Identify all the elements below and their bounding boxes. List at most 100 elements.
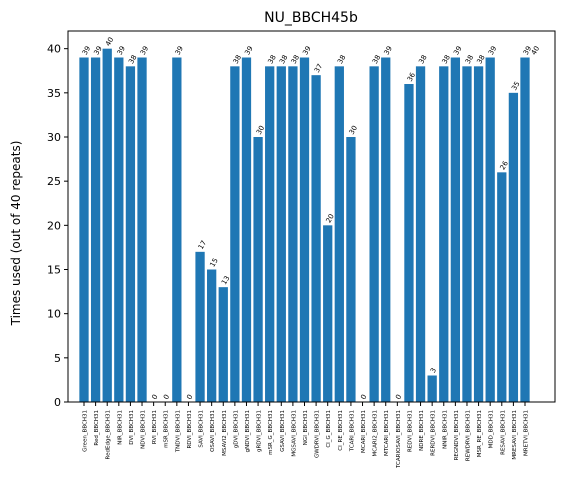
bar xyxy=(497,172,507,402)
data-label: 39 xyxy=(383,45,394,57)
data-label: 0 xyxy=(359,393,368,401)
x-tick-label: CI_G_BBCH31 xyxy=(326,410,332,448)
x-tick-label: MRESAVI_BBCH31 xyxy=(512,410,518,460)
x-tick-label: RESAVI_BBCH31 xyxy=(500,410,506,455)
bar xyxy=(276,66,286,402)
y-tick-label: 25 xyxy=(47,175,61,188)
x-tick-label: RedEdge_BBCH31 xyxy=(106,410,112,459)
data-label: 20 xyxy=(325,213,336,225)
bar xyxy=(323,225,333,402)
bar xyxy=(265,66,275,402)
x-tick-label: TNDVI_BBCH31 xyxy=(175,410,181,453)
data-label: 39 xyxy=(139,45,150,57)
y-tick-label: 30 xyxy=(47,131,61,144)
x-tick-label: NDRE_BBCH31 xyxy=(419,410,425,451)
extra-annotation-label: 40 xyxy=(530,45,541,57)
bar xyxy=(508,92,519,402)
x-tick-label: Green_BBCH31 xyxy=(83,410,89,452)
x-tick-label: REDVI_BBCH31 xyxy=(407,410,413,452)
x-tick-label: Red_BBCH31 xyxy=(94,410,100,446)
y-axis: 0 5 10 15 20 25 30 35 40 xyxy=(47,43,68,409)
data-label: 38 xyxy=(290,54,301,66)
x-tick-label: TCARIOSAVI_BBCH31 xyxy=(396,410,402,469)
data-label: 30 xyxy=(348,124,359,136)
x-tick-label: mSR_BBCH31 xyxy=(164,410,170,448)
x-tick-label: GSAVI_BBCH31 xyxy=(280,410,286,452)
x-tick-label: MDD_BBCH31 xyxy=(489,410,495,448)
x-tick-label: NGI_BBCH31 xyxy=(303,410,309,445)
data-label: 39 xyxy=(92,45,103,57)
y-tick-label: 10 xyxy=(47,308,61,321)
y-tick-label: 20 xyxy=(47,219,61,232)
bar xyxy=(253,137,263,402)
data-label: 0 xyxy=(162,393,171,401)
bar xyxy=(172,57,182,402)
data-label: 39 xyxy=(174,45,185,57)
y-tick-label: 15 xyxy=(47,264,61,277)
data-label: 26 xyxy=(499,159,511,171)
y-axis-label: Times used (out of 40 repeats) xyxy=(9,141,23,327)
bar xyxy=(230,66,240,402)
bar xyxy=(241,57,252,402)
x-tick-label: MSAVI2_BBCH31 xyxy=(222,410,228,456)
data-label: 38 xyxy=(464,54,475,66)
bar xyxy=(520,57,530,402)
data-label: 0 xyxy=(185,393,194,401)
data-label: 39 xyxy=(487,45,498,57)
data-label: 3 xyxy=(429,367,438,375)
bar xyxy=(404,84,414,402)
x-tick-label: MRETVI_BBCH31 xyxy=(524,410,530,456)
bar xyxy=(334,66,344,402)
bar xyxy=(450,57,461,402)
bar xyxy=(415,66,426,402)
data-label: 38 xyxy=(441,54,452,66)
x-tick-label: CI_RE_BBCH31 xyxy=(338,410,344,451)
bar xyxy=(299,57,310,402)
x-tick-label: MSR_RE_BBCH31 xyxy=(477,410,483,457)
data-label: 30 xyxy=(255,124,266,136)
x-tick-label: NDVI_BBCH31 xyxy=(141,410,147,449)
x-tick-label: mSR_G_BBCH31 xyxy=(268,410,274,455)
bar xyxy=(102,48,112,403)
y-tick-label: 40 xyxy=(47,43,61,56)
bar xyxy=(79,57,89,402)
data-label: 38 xyxy=(417,54,428,66)
x-tick-label: MGSAVI_BBCH31 xyxy=(291,410,297,457)
bar xyxy=(207,269,217,402)
bar xyxy=(462,66,472,402)
data-label: 13 xyxy=(220,274,231,286)
data-label: 39 xyxy=(452,45,463,57)
bar xyxy=(288,66,298,402)
x-axis: Green_BBCH31 Red_BBCH31 RedEdge_BBCH31 NIR_… xyxy=(83,402,530,469)
x-tick-label: OSAVI_BBCH31 xyxy=(210,410,216,452)
bar xyxy=(195,251,205,402)
y-tick-label: 0 xyxy=(54,396,61,409)
data-label: 15 xyxy=(208,257,219,269)
data-label: 38 xyxy=(475,54,486,66)
data-label: 38 xyxy=(127,54,138,66)
x-tick-label: RDVI_BBCH31 xyxy=(187,410,193,449)
x-tick-label: REWDRVI_BBCH31 xyxy=(465,410,471,461)
x-tick-label: gNDVI_BBCH31 xyxy=(245,410,251,452)
data-label: 36 xyxy=(406,71,418,83)
data-label: 38 xyxy=(266,54,277,66)
bar xyxy=(311,75,321,403)
data-label: 39 xyxy=(522,45,533,57)
x-tick-label: GWDRVI_BBCH31 xyxy=(315,410,321,458)
data-label: 37 xyxy=(313,62,324,74)
x-tick-label: gDVI_BBCH31 xyxy=(233,410,239,448)
x-tick-label: TCARI_BBCH31 xyxy=(349,410,355,452)
data-label: 38 xyxy=(232,54,243,66)
bar xyxy=(381,57,391,402)
y-tick-label: 35 xyxy=(47,87,61,100)
x-tick-label: NIR_BBCH31 xyxy=(117,410,123,445)
bar xyxy=(485,57,495,402)
x-tick-label: MCARI_BBCH31 xyxy=(361,410,367,453)
data-label: 39 xyxy=(81,45,92,57)
bar xyxy=(439,66,449,402)
data-label: 40 xyxy=(104,36,115,48)
x-tick-label: MCARI2_BBCH31 xyxy=(373,410,379,456)
